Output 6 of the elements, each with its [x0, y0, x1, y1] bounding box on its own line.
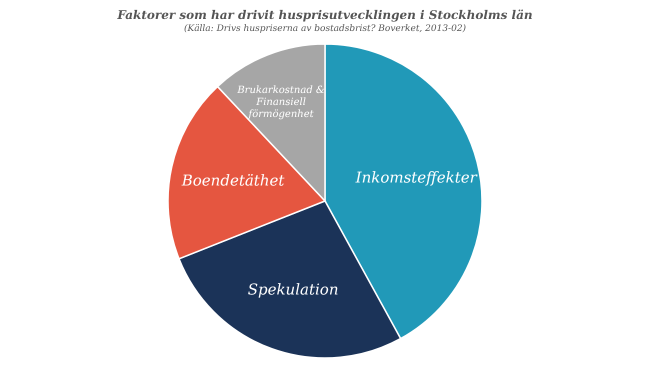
- slice-label: Inkomsteffekter: [354, 168, 478, 187]
- slice-label: Spekulation: [248, 280, 338, 299]
- slice-label: Boendetäthet: [180, 171, 286, 190]
- slice-label: Brukarkostnad & Finansiell förmögenhet: [236, 85, 325, 120]
- chart-title: Faktorer som har drivit husprisutvecklingen i Stockholms län: [116, 8, 533, 22]
- chart-subtitle: (Källa: Drivs huspriserna av bostadsbrist? Boverket, 2013-02): [184, 24, 467, 34]
